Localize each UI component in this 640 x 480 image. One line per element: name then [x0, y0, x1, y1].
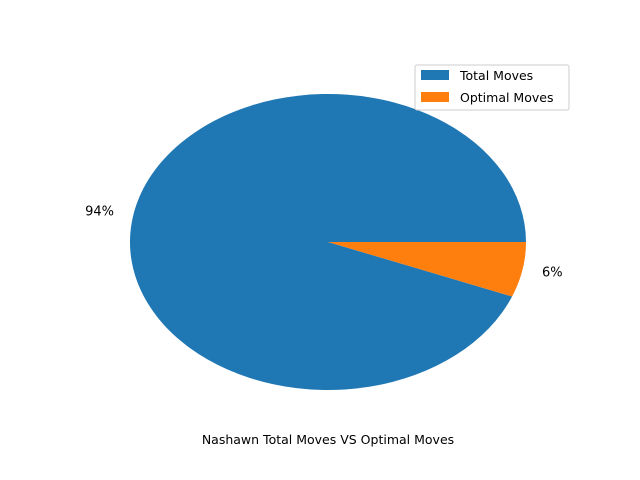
percent-labels: 94% 6%	[85, 204, 562, 280]
pct-label-optimal-moves: 6%	[542, 266, 563, 281]
legend: Total Moves Optimal Moves	[414, 64, 570, 111]
legend-swatch-total-moves	[421, 70, 449, 80]
legend-label-optimal-moves: Optimal Moves	[460, 90, 553, 105]
pie-slice-optimal-moves	[328, 242, 526, 297]
x-axis-label: Nashawn Total Moves VS Optimal Moves	[202, 432, 454, 447]
pie-slices	[130, 94, 526, 391]
legend-swatch-optimal-moves	[421, 92, 449, 102]
pie-slice-total-moves	[130, 94, 526, 391]
legend-label-total-moves: Total Moves	[459, 68, 533, 83]
pct-label-total-moves: 94%	[85, 204, 114, 219]
legend-frame	[414, 64, 570, 111]
